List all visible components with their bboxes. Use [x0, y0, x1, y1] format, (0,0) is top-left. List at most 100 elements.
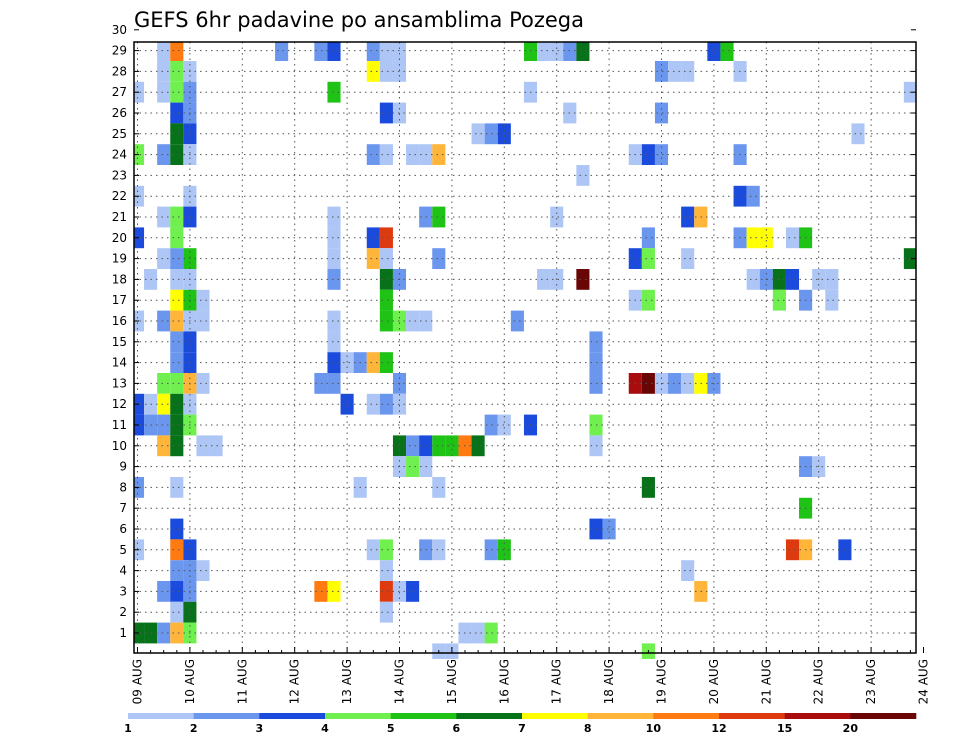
heatmap-cell — [641, 248, 655, 269]
heatmap-cell — [170, 42, 184, 61]
grid-lines — [134, 42, 916, 653]
heatmap-cell — [366, 42, 380, 61]
y-tick-label: 5 — [119, 543, 127, 557]
heatmap-cell — [134, 622, 145, 644]
heatmap-cell — [170, 206, 184, 228]
colorbar-label: 8 — [584, 722, 592, 735]
heatmap-cell — [170, 289, 184, 311]
y-tick-label: 4 — [119, 564, 127, 578]
heatmap-cell — [641, 227, 655, 249]
x-tick-label: 15 AUG — [445, 659, 459, 704]
heatmap-cell — [327, 206, 341, 228]
colorbar-swatch — [522, 713, 588, 719]
heatmap-cell — [157, 414, 171, 436]
heatmap-cell — [170, 414, 184, 436]
heatmap-cell — [432, 248, 446, 269]
heatmap-cell — [772, 269, 786, 290]
colorbar-label: 5 — [387, 722, 395, 735]
colorbar-swatch — [587, 713, 654, 719]
heatmap-cell — [170, 269, 184, 290]
colorbar-label: 2 — [190, 722, 198, 735]
y-tick-label: 28 — [112, 64, 127, 78]
heatmap-cell — [314, 373, 328, 394]
x-tick-label: 17 AUG — [550, 659, 564, 704]
colorbar-label: 1 — [124, 722, 132, 735]
heatmap-cell — [406, 144, 420, 165]
heatmap-cell — [379, 310, 393, 332]
heatmap-cell — [392, 42, 407, 61]
heatmap-cell — [134, 414, 145, 436]
y-tick-label: 20 — [112, 231, 127, 245]
y-tick-label: 24 — [112, 148, 127, 162]
y-tick-label: 19 — [112, 252, 127, 266]
heatmap-cell — [170, 601, 184, 623]
colorbar-label: 4 — [321, 722, 329, 735]
heatmap-cell — [134, 477, 145, 498]
heatmap-cell — [785, 539, 800, 561]
heatmap-cell — [170, 352, 184, 373]
colorbar-label: 15 — [777, 722, 792, 735]
heatmap-cell — [379, 393, 393, 415]
heatmap-cell — [170, 102, 184, 124]
heatmap-cell — [157, 393, 171, 415]
heatmap-cell — [681, 61, 695, 82]
heatmap-cell — [157, 61, 171, 82]
heatmap-cell — [406, 456, 420, 477]
heatmap-cell — [654, 61, 669, 82]
heatmap-cell — [327, 81, 341, 103]
y-tick-label: 22 — [112, 189, 127, 203]
heatmap-cell — [668, 61, 682, 82]
colorbar-label: 12 — [711, 722, 726, 735]
heatmap-cell — [275, 42, 289, 61]
heatmap-cell — [170, 123, 184, 145]
heatmap-cell — [576, 269, 590, 290]
x-tick-label: 24 AUG — [917, 659, 931, 704]
heatmap-cell — [445, 435, 459, 457]
heatmap-cell — [641, 144, 655, 165]
x-tick-label: 18 AUG — [602, 659, 616, 704]
heatmap-cell — [379, 560, 393, 581]
colorbar-swatch — [850, 713, 917, 719]
heatmap-cell — [157, 622, 171, 644]
x-tick-label: 16 AUG — [497, 659, 511, 704]
heatmap-cell — [406, 310, 420, 332]
heatmap-cell — [379, 102, 393, 124]
y-tick-label: 15 — [112, 335, 127, 349]
heatmap-cell — [484, 123, 498, 145]
heatmap-cell — [379, 269, 393, 290]
heatmap-cell — [134, 227, 145, 249]
heatmap-cell — [157, 248, 171, 269]
heatmap-cell — [366, 144, 380, 165]
heatmap-cell — [681, 206, 695, 228]
y-tick-label: 3 — [119, 584, 127, 598]
heatmap-cell — [170, 539, 184, 561]
heatmap-cell — [654, 102, 669, 124]
heatmap-cell — [366, 352, 380, 373]
x-tick-label: 19 AUG — [655, 659, 669, 704]
heatmap-cell — [134, 185, 145, 207]
x-tick-label: 13 AUG — [340, 659, 354, 704]
heatmap-cell — [134, 310, 145, 332]
heatmap-cell — [170, 518, 184, 540]
heatmap-cell — [484, 622, 498, 644]
y-tick-label: 30 — [112, 23, 127, 37]
heatmap-cell — [379, 289, 393, 311]
heatmap-cell — [432, 206, 446, 228]
heatmap-cell — [471, 123, 485, 145]
heatmap-cell — [157, 581, 171, 602]
heatmap-cell — [379, 42, 393, 61]
y-tick-label: 14 — [112, 356, 127, 370]
heatmap-cell — [157, 206, 171, 228]
y-tick-label: 13 — [112, 376, 127, 390]
colorbar: 1 2 3 4 5 6 7 8 10 12 15 20 — [124, 713, 917, 735]
heatmap-cell — [134, 539, 145, 561]
colorbar-label: 6 — [453, 722, 461, 735]
y-tick-label: 17 — [112, 293, 127, 307]
heatmap-cell — [785, 227, 800, 249]
heatmap-cell — [170, 310, 184, 332]
colorbar-label: 20 — [843, 722, 859, 735]
heatmap-cell — [134, 144, 145, 165]
colorbar-label: 10 — [646, 722, 662, 735]
